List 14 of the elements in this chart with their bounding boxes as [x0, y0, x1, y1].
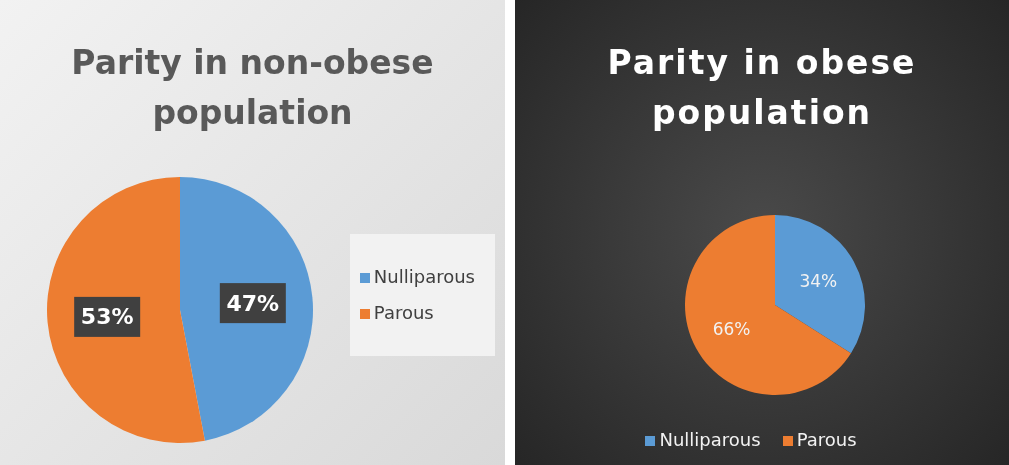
data-label: 34%	[799, 271, 838, 292]
legend-label: Nulliparous	[373, 266, 475, 287]
pie-slice	[180, 177, 313, 441]
pie-slice	[775, 215, 865, 354]
legend-label: Nulliparous	[659, 429, 761, 450]
chart-title: Parity in obese population	[606, 42, 918, 134]
data-label: 47%	[226, 290, 280, 316]
data-label: 66%	[712, 318, 751, 339]
chart-title: Parity in non-obese population	[70, 42, 435, 134]
data-label: 53%	[80, 304, 134, 330]
pie-slice	[47, 177, 205, 443]
pie-slice	[685, 215, 851, 395]
legend-label: Parous	[373, 302, 434, 323]
legend-label: Parous	[796, 429, 857, 450]
